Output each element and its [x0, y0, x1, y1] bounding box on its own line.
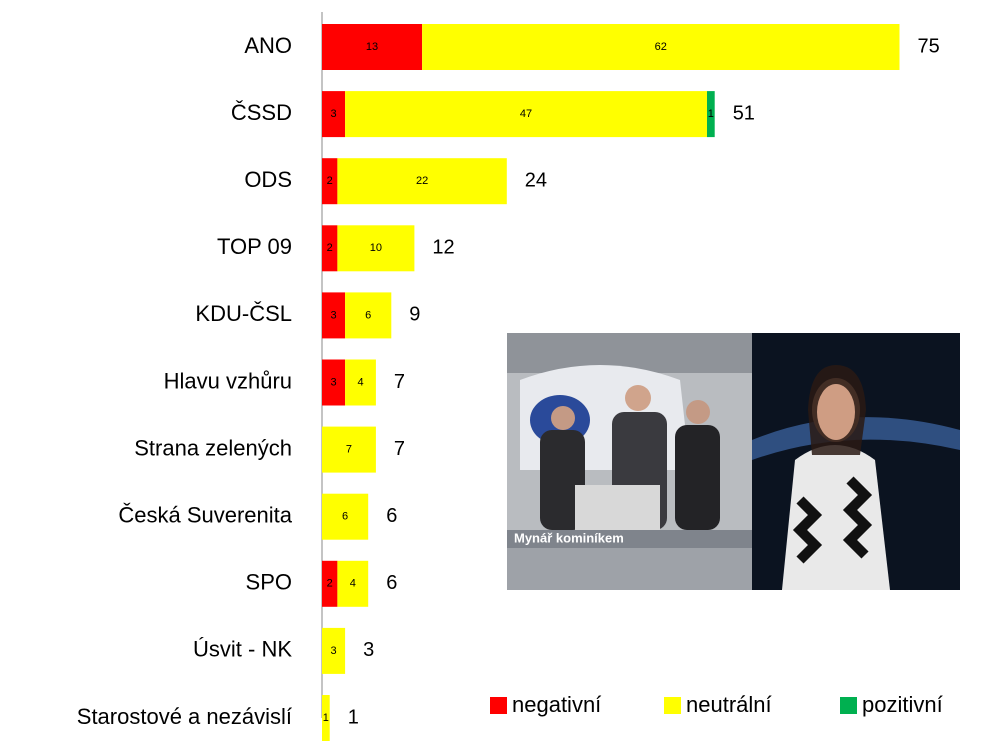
bar-segment — [322, 292, 346, 339]
segment-label: 6 — [342, 511, 348, 523]
segment-label: 1 — [323, 712, 329, 724]
anchor-dress — [782, 445, 890, 590]
category-label: Úsvit - NK — [193, 637, 292, 662]
inset-photo: Mynář kominíkem — [507, 333, 960, 590]
bar-segment — [322, 560, 338, 607]
photo-bottom — [507, 548, 752, 590]
bar-segment — [322, 158, 338, 205]
legend-label: pozitivní — [862, 692, 943, 717]
category-label: SPO — [246, 570, 292, 595]
bar-segment — [322, 627, 346, 674]
bar-segment — [345, 91, 707, 138]
anchor-face-front — [817, 384, 855, 440]
category-label: Česká Suverenita — [118, 503, 292, 528]
lectern — [575, 485, 660, 530]
segment-label: 4 — [357, 376, 363, 388]
segment-label: 47 — [520, 108, 532, 120]
segment-label: 3 — [330, 108, 336, 120]
category-label: ODS — [244, 167, 292, 192]
person — [675, 425, 720, 530]
category-label: KDU-ČSL — [195, 301, 292, 326]
bar-segment — [345, 359, 376, 406]
total-label: 6 — [386, 572, 397, 594]
segment-label: 2 — [327, 242, 333, 254]
legend-swatch — [490, 697, 507, 714]
segment-label: 6 — [365, 309, 371, 321]
segment-label: 13 — [366, 41, 378, 53]
bar-segment — [337, 560, 369, 607]
photo-top — [507, 333, 752, 373]
bar-segment — [707, 91, 715, 138]
segment-label: 3 — [330, 645, 336, 657]
person-head — [686, 400, 710, 424]
category-label: TOP 09 — [217, 234, 292, 259]
total-label: 1 — [348, 706, 359, 728]
dress-pattern — [792, 476, 873, 564]
category-label: ČSSD — [231, 100, 292, 125]
total-label: 75 — [918, 35, 940, 57]
bar-segment — [322, 24, 423, 70]
bar-segment — [337, 158, 507, 205]
category-label: Hlavu vzhůru — [164, 368, 292, 393]
segment-label: 1 — [708, 108, 714, 120]
segment-label: 2 — [327, 578, 333, 590]
total-label: 7 — [394, 371, 405, 393]
caption-bar — [507, 530, 752, 548]
segment-label: 62 — [655, 41, 667, 53]
total-label: 24 — [525, 169, 547, 191]
person-head — [551, 406, 575, 430]
bar-segment — [322, 359, 346, 406]
segment-label: 22 — [416, 175, 428, 187]
bar-segment — [322, 493, 369, 540]
bar-segment — [322, 695, 330, 741]
segment-label: 3 — [330, 309, 336, 321]
segment-label: 10 — [370, 242, 382, 254]
total-label: 12 — [432, 237, 454, 259]
bar-segment — [422, 24, 900, 70]
person-head — [625, 385, 651, 411]
segment-label: 2 — [327, 175, 333, 187]
total-label: 3 — [363, 639, 374, 661]
legend-swatch — [840, 697, 857, 714]
segment-label: 4 — [350, 578, 356, 590]
segment-label: 3 — [330, 376, 336, 388]
category-label: Starostové a nezávislí — [77, 704, 292, 729]
legend-label: neutrální — [686, 692, 772, 717]
total-label: 6 — [386, 505, 397, 527]
category-label: Strana zelených — [134, 435, 292, 460]
bar-segment — [322, 91, 346, 138]
category-label: ANO — [244, 33, 292, 58]
legend-label: negativní — [512, 692, 601, 717]
bar-segment — [345, 292, 392, 339]
bar-segment — [337, 225, 415, 272]
caption: Mynář kominíkem — [514, 530, 624, 545]
bar-segment — [322, 426, 376, 473]
segment-label: 7 — [346, 444, 352, 456]
bar-segment — [322, 225, 338, 272]
legend-swatch — [664, 697, 681, 714]
person — [540, 430, 585, 530]
total-label: 7 — [394, 438, 405, 460]
total-label: 51 — [733, 102, 755, 124]
total-label: 9 — [409, 304, 420, 326]
